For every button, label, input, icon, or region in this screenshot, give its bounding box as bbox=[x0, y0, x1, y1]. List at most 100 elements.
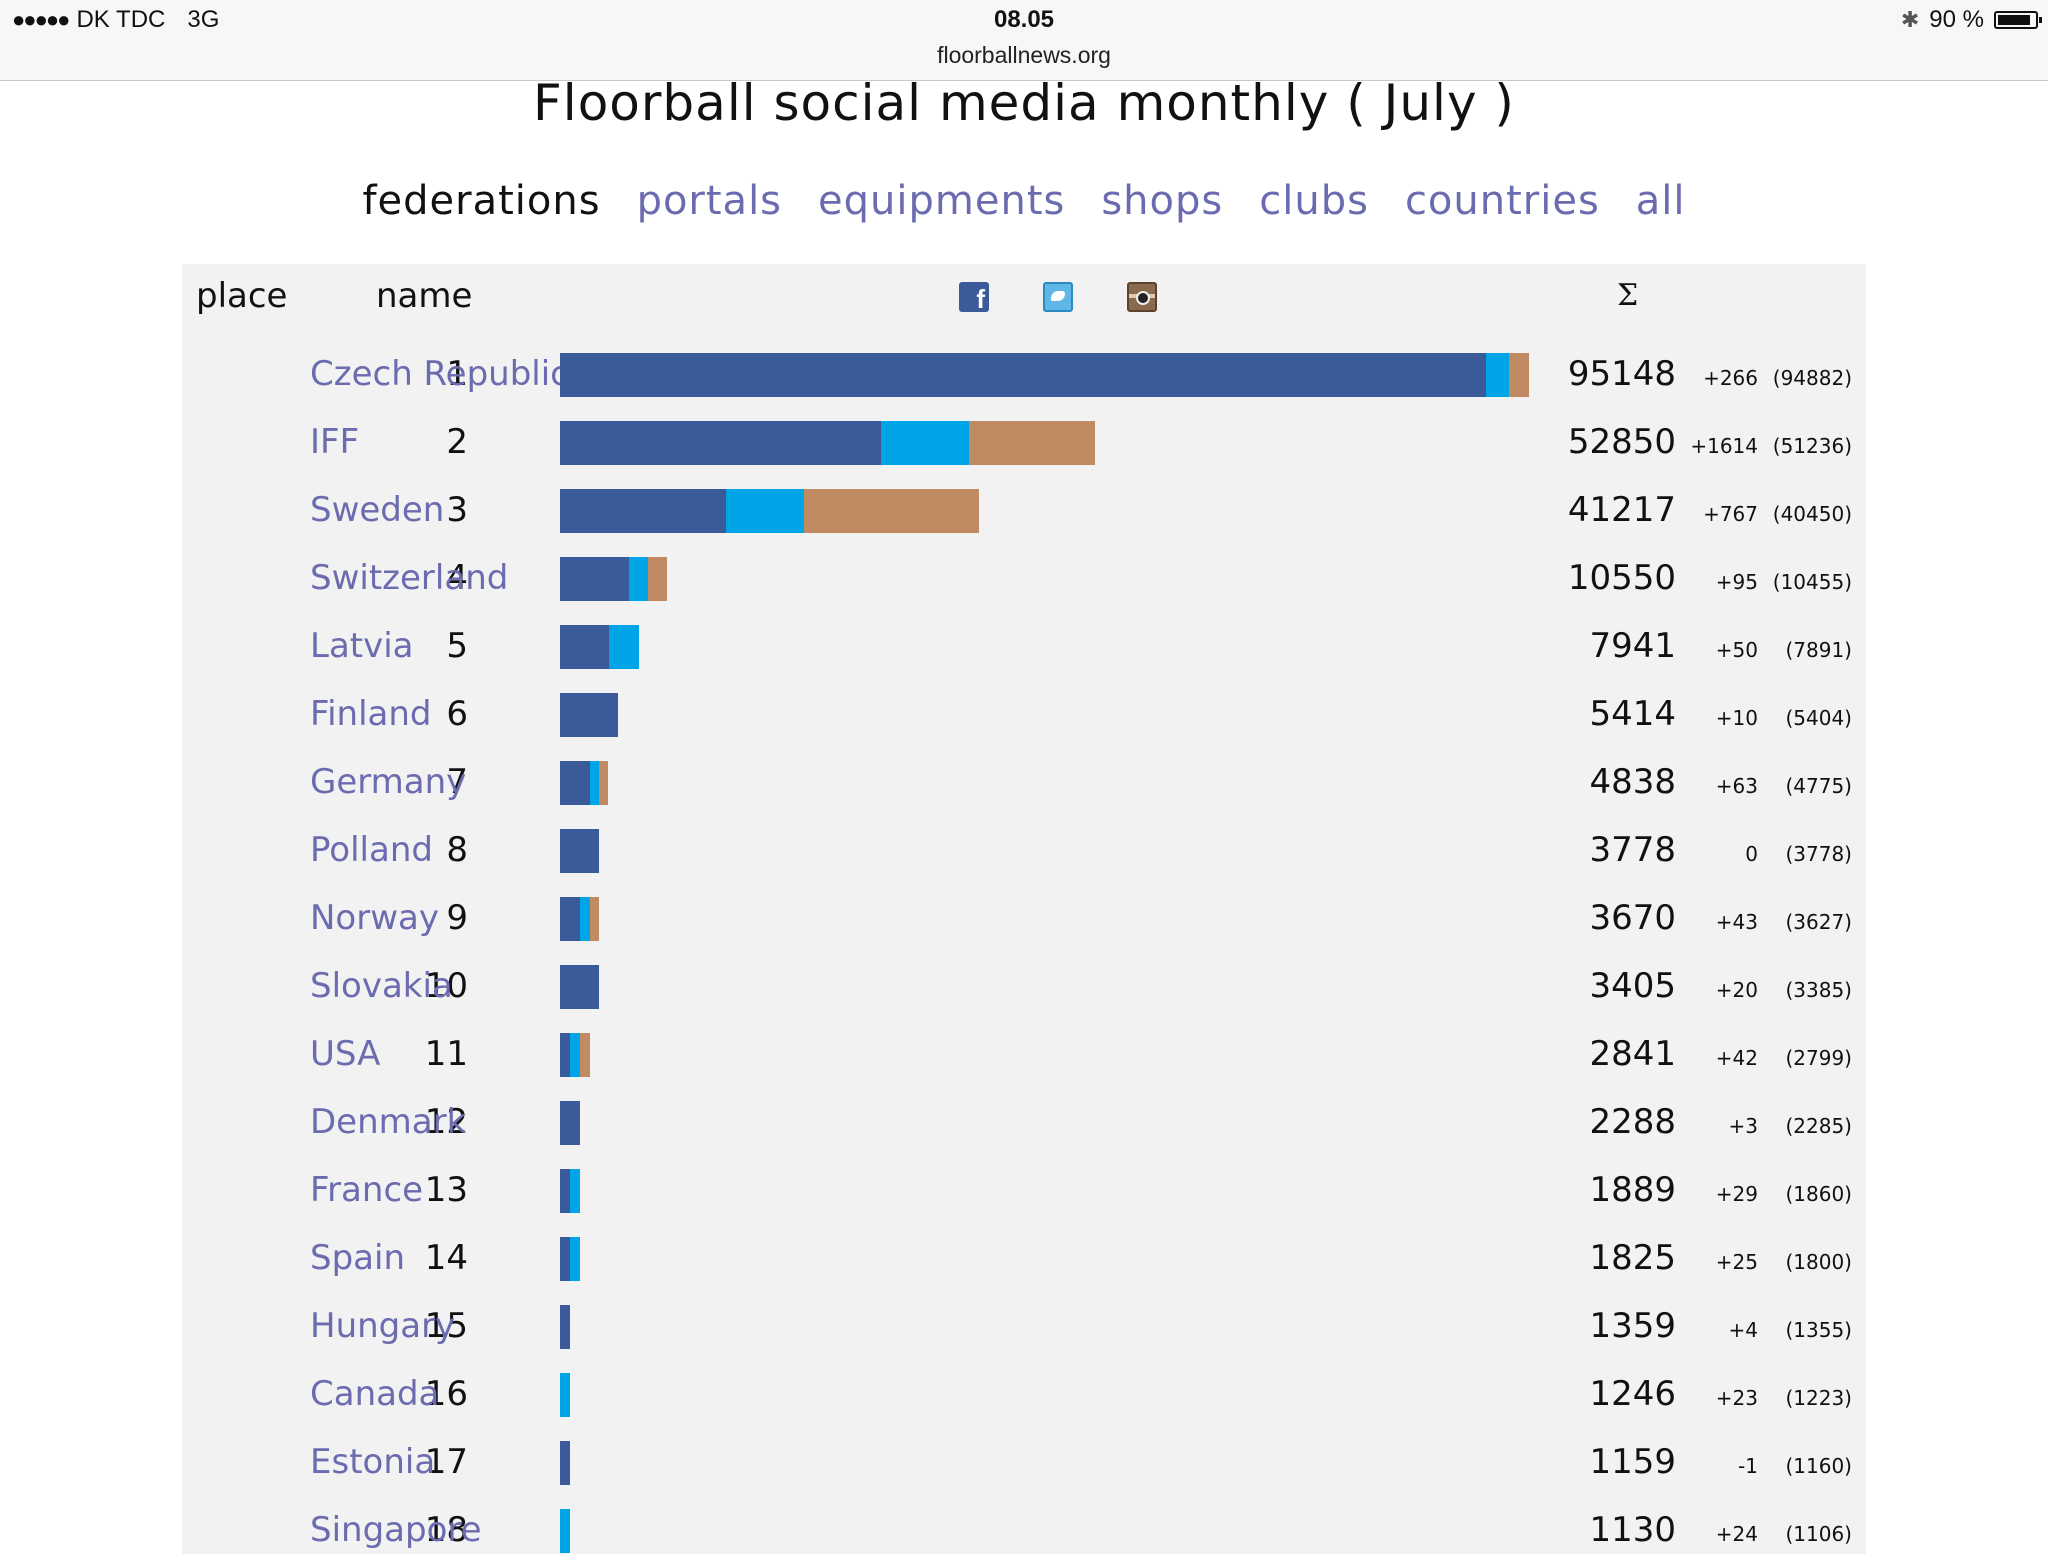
table-row: 17 Estonia 1159 -1 (1160) bbox=[182, 1428, 1866, 1496]
row-name-link[interactable]: Spain bbox=[310, 1238, 405, 1278]
row-name-link[interactable]: Canada bbox=[310, 1374, 440, 1414]
row-delta: +43 bbox=[1715, 910, 1758, 934]
row-delta: +20 bbox=[1715, 978, 1758, 1002]
row-name-link[interactable]: Germany bbox=[310, 762, 467, 802]
nav-tab-all[interactable]: all bbox=[1635, 178, 1686, 224]
row-name-link[interactable]: Norway bbox=[310, 898, 439, 938]
row-place: 14 bbox=[424, 1238, 468, 1278]
signal-strength-icon: ●●●●● bbox=[12, 7, 70, 32]
page-title: Floorball social media monthly ( July ) bbox=[533, 74, 1515, 132]
row-name-link[interactable]: Singapore bbox=[310, 1510, 482, 1550]
row-place: 13 bbox=[424, 1170, 468, 1210]
bar-segment-facebook bbox=[560, 557, 629, 601]
carrier-info: ●●●●● DK TDC 3G bbox=[12, 6, 219, 34]
row-previous: (2285) bbox=[1785, 1114, 1852, 1138]
bar-segment-twitter bbox=[880, 421, 969, 465]
row-delta: +25 bbox=[1715, 1250, 1758, 1274]
row-name-link[interactable]: Hungary bbox=[310, 1306, 456, 1346]
nav-tab-countries[interactable]: countries bbox=[1404, 178, 1600, 224]
row-name-link[interactable]: Denmark bbox=[310, 1102, 467, 1142]
network-type: 3G bbox=[187, 6, 220, 33]
row-previous: (3778) bbox=[1785, 842, 1852, 866]
row-delta: +95 bbox=[1715, 570, 1758, 594]
row-total: 1825 bbox=[1589, 1238, 1676, 1278]
row-bar bbox=[560, 1441, 571, 1485]
row-place: 2 bbox=[446, 422, 468, 462]
row-bar bbox=[560, 1509, 571, 1553]
row-name-link[interactable]: Estonia bbox=[310, 1442, 436, 1482]
status-bar: ●●●●● DK TDC 3G 08.05 floorballnews.org … bbox=[0, 0, 2048, 81]
row-place: 16 bbox=[424, 1374, 468, 1414]
row-name-link[interactable]: Sweden bbox=[310, 490, 445, 530]
row-previous: (4775) bbox=[1785, 774, 1852, 798]
table-row: 7 Germany 4838 +63 (4775) bbox=[182, 748, 1866, 816]
row-total: 2288 bbox=[1589, 1102, 1676, 1142]
row-bar bbox=[560, 965, 600, 1009]
row-previous: (1800) bbox=[1785, 1250, 1852, 1274]
row-delta: +24 bbox=[1715, 1522, 1758, 1546]
row-place: 12 bbox=[424, 1102, 468, 1142]
bar-segment-facebook bbox=[560, 1237, 571, 1281]
row-previous: (94882) bbox=[1772, 366, 1852, 390]
row-bar bbox=[560, 761, 609, 805]
table-row: 18 Singapore 1130 +24 (1106) bbox=[182, 1496, 1866, 1564]
table-row: 6 Finland 5414 +10 (5404) bbox=[182, 680, 1866, 748]
row-name-link[interactable]: Switzerland bbox=[310, 558, 509, 598]
nav-tab-equipments[interactable]: equipments bbox=[818, 178, 1066, 224]
row-name-link[interactable]: USA bbox=[310, 1034, 381, 1074]
row-previous: (5404) bbox=[1785, 706, 1852, 730]
twitter-icon[interactable] bbox=[1043, 282, 1073, 312]
row-previous: (51236) bbox=[1772, 434, 1852, 458]
row-previous: (1355) bbox=[1785, 1318, 1852, 1342]
row-place: 4 bbox=[446, 558, 468, 598]
bar-segment-twitter bbox=[589, 761, 600, 805]
bar-segment-twitter bbox=[608, 625, 639, 669]
row-total: 1159 bbox=[1589, 1442, 1676, 1482]
instagram-icon[interactable] bbox=[1127, 282, 1157, 312]
row-bar bbox=[560, 829, 600, 873]
nav-tab-shops[interactable]: shops bbox=[1101, 178, 1224, 224]
sum-icon[interactable]: Σ bbox=[1617, 278, 1639, 313]
nav-tab-clubs[interactable]: clubs bbox=[1259, 178, 1369, 224]
row-total: 1246 bbox=[1589, 1374, 1676, 1414]
bar-segment-twitter bbox=[560, 1373, 571, 1417]
bar-segment-twitter bbox=[570, 1033, 581, 1077]
row-delta: +767 bbox=[1703, 502, 1758, 526]
row-delta: +1614 bbox=[1690, 434, 1758, 458]
row-total: 7941 bbox=[1589, 626, 1676, 666]
row-place: 7 bbox=[446, 762, 468, 802]
row-delta: +3 bbox=[1728, 1114, 1758, 1138]
row-delta: +42 bbox=[1715, 1046, 1758, 1070]
table-row: 8 Polland 3778 0 (3778) bbox=[182, 816, 1866, 884]
row-bar bbox=[560, 1101, 581, 1145]
row-place: 15 bbox=[424, 1306, 468, 1346]
row-name-link[interactable]: IFF bbox=[310, 422, 360, 462]
bar-segment-instagram bbox=[580, 1033, 591, 1077]
row-total: 52850 bbox=[1567, 422, 1676, 462]
table-row: 13 France 1889 +29 (1860) bbox=[182, 1156, 1866, 1224]
row-delta: 0 bbox=[1745, 842, 1758, 866]
bar-segment-instagram bbox=[599, 761, 609, 805]
facebook-icon[interactable]: f bbox=[959, 282, 989, 312]
address-bar[interactable]: floorballnews.org bbox=[937, 42, 1111, 68]
row-total: 41217 bbox=[1567, 490, 1676, 530]
row-name-link[interactable]: Slovakia bbox=[310, 966, 453, 1006]
bar-segment-facebook bbox=[560, 829, 600, 873]
row-place: 10 bbox=[424, 966, 468, 1006]
row-previous: (7891) bbox=[1785, 638, 1852, 662]
row-name-link[interactable]: Finland bbox=[310, 694, 432, 734]
row-bar bbox=[560, 421, 1095, 465]
bar-segment-instagram bbox=[804, 489, 980, 533]
row-name-link[interactable]: Latvia bbox=[310, 626, 414, 666]
row-name-link[interactable]: Polland bbox=[310, 830, 433, 870]
row-previous: (10455) bbox=[1772, 570, 1852, 594]
row-previous: (2799) bbox=[1785, 1046, 1852, 1070]
row-place: 6 bbox=[446, 694, 468, 734]
row-name-link[interactable]: Czech Republic bbox=[310, 354, 569, 394]
nav-tab-portals[interactable]: portals bbox=[636, 178, 783, 224]
row-name-link[interactable]: France bbox=[310, 1170, 424, 1210]
row-place: 8 bbox=[446, 830, 468, 870]
bar-segment-facebook bbox=[560, 1169, 571, 1213]
row-delta: -1 bbox=[1738, 1454, 1758, 1478]
nav-tab-federations[interactable]: federations bbox=[362, 178, 601, 224]
